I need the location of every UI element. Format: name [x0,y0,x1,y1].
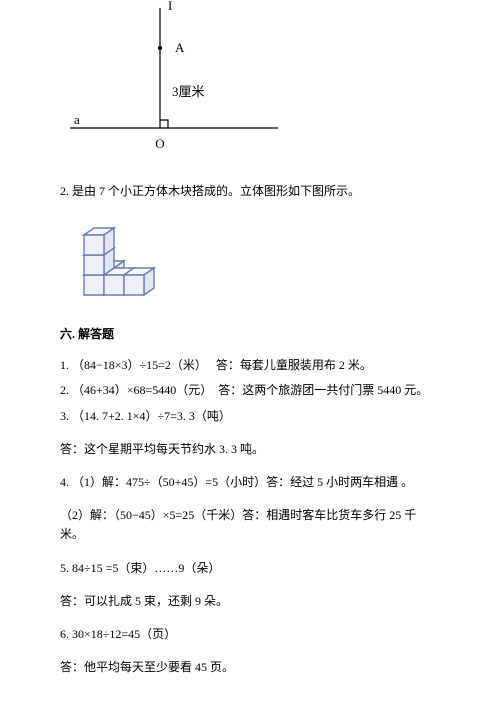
cubes-svg [72,211,182,303]
blank-line [60,617,440,625]
blank-line [60,551,440,559]
geometry-figure: I Aa O 3厘米 [60,0,440,164]
section-6-header: 六. 解答题 [60,325,440,342]
geometry-svg: I Aa O 3厘米 [60,0,290,160]
answer-line: 答：这个星期平均每天节约水 3. 3 吨。 [60,440,440,459]
answer-line: （2）解：（50−45）×5=25（千米）答：相遇时客车比货车多行 25 千米。 [60,506,440,544]
answer-line: 2. （46+34）×68=5440（元） 答：这两个旅游团一共付门票 5440… [60,381,440,400]
answer-line: 6. 30×18÷12=45（页） [60,625,440,644]
blank-line [60,584,440,592]
svg-text:O: O [155,136,164,151]
answers-block: 1. （84−18×3）÷15=2（米） 答：每套儿童服装用布 2 米。 2. （… [60,356,440,677]
blank-line [60,498,440,506]
svg-text:A: A [175,40,185,55]
answer-line: 1. （84−18×3）÷15=2（米） 答：每套儿童服装用布 2 米。 [60,356,440,375]
blank-line [60,465,440,473]
svg-text:I: I [168,0,172,13]
blank-line [60,432,440,440]
answer-line: 3. （14. 7+2. 1×4）÷7=3. 3（吨） [60,407,440,426]
answer-line: 答：可以扎成 5 束，还剩 9 朵。 [60,592,440,611]
answer-line: 5. 84÷15 =5（束）……9（朵） [60,559,440,578]
answer-line: 答：他平均每天至少要看 45 页。 [60,658,440,677]
answer-line: 4. （1）解：475÷（50+45）=5（小时）答：经过 5 小时两车相遇 。 [60,473,440,492]
blank-line [60,650,440,658]
cubes-figure [72,211,440,307]
svg-text:a: a [74,112,80,127]
problem-2-text: 2. 是由 7 个小正方体木块搭成的。立体图形如下图所示。 [60,182,440,201]
svg-text:3厘米: 3厘米 [172,84,205,99]
